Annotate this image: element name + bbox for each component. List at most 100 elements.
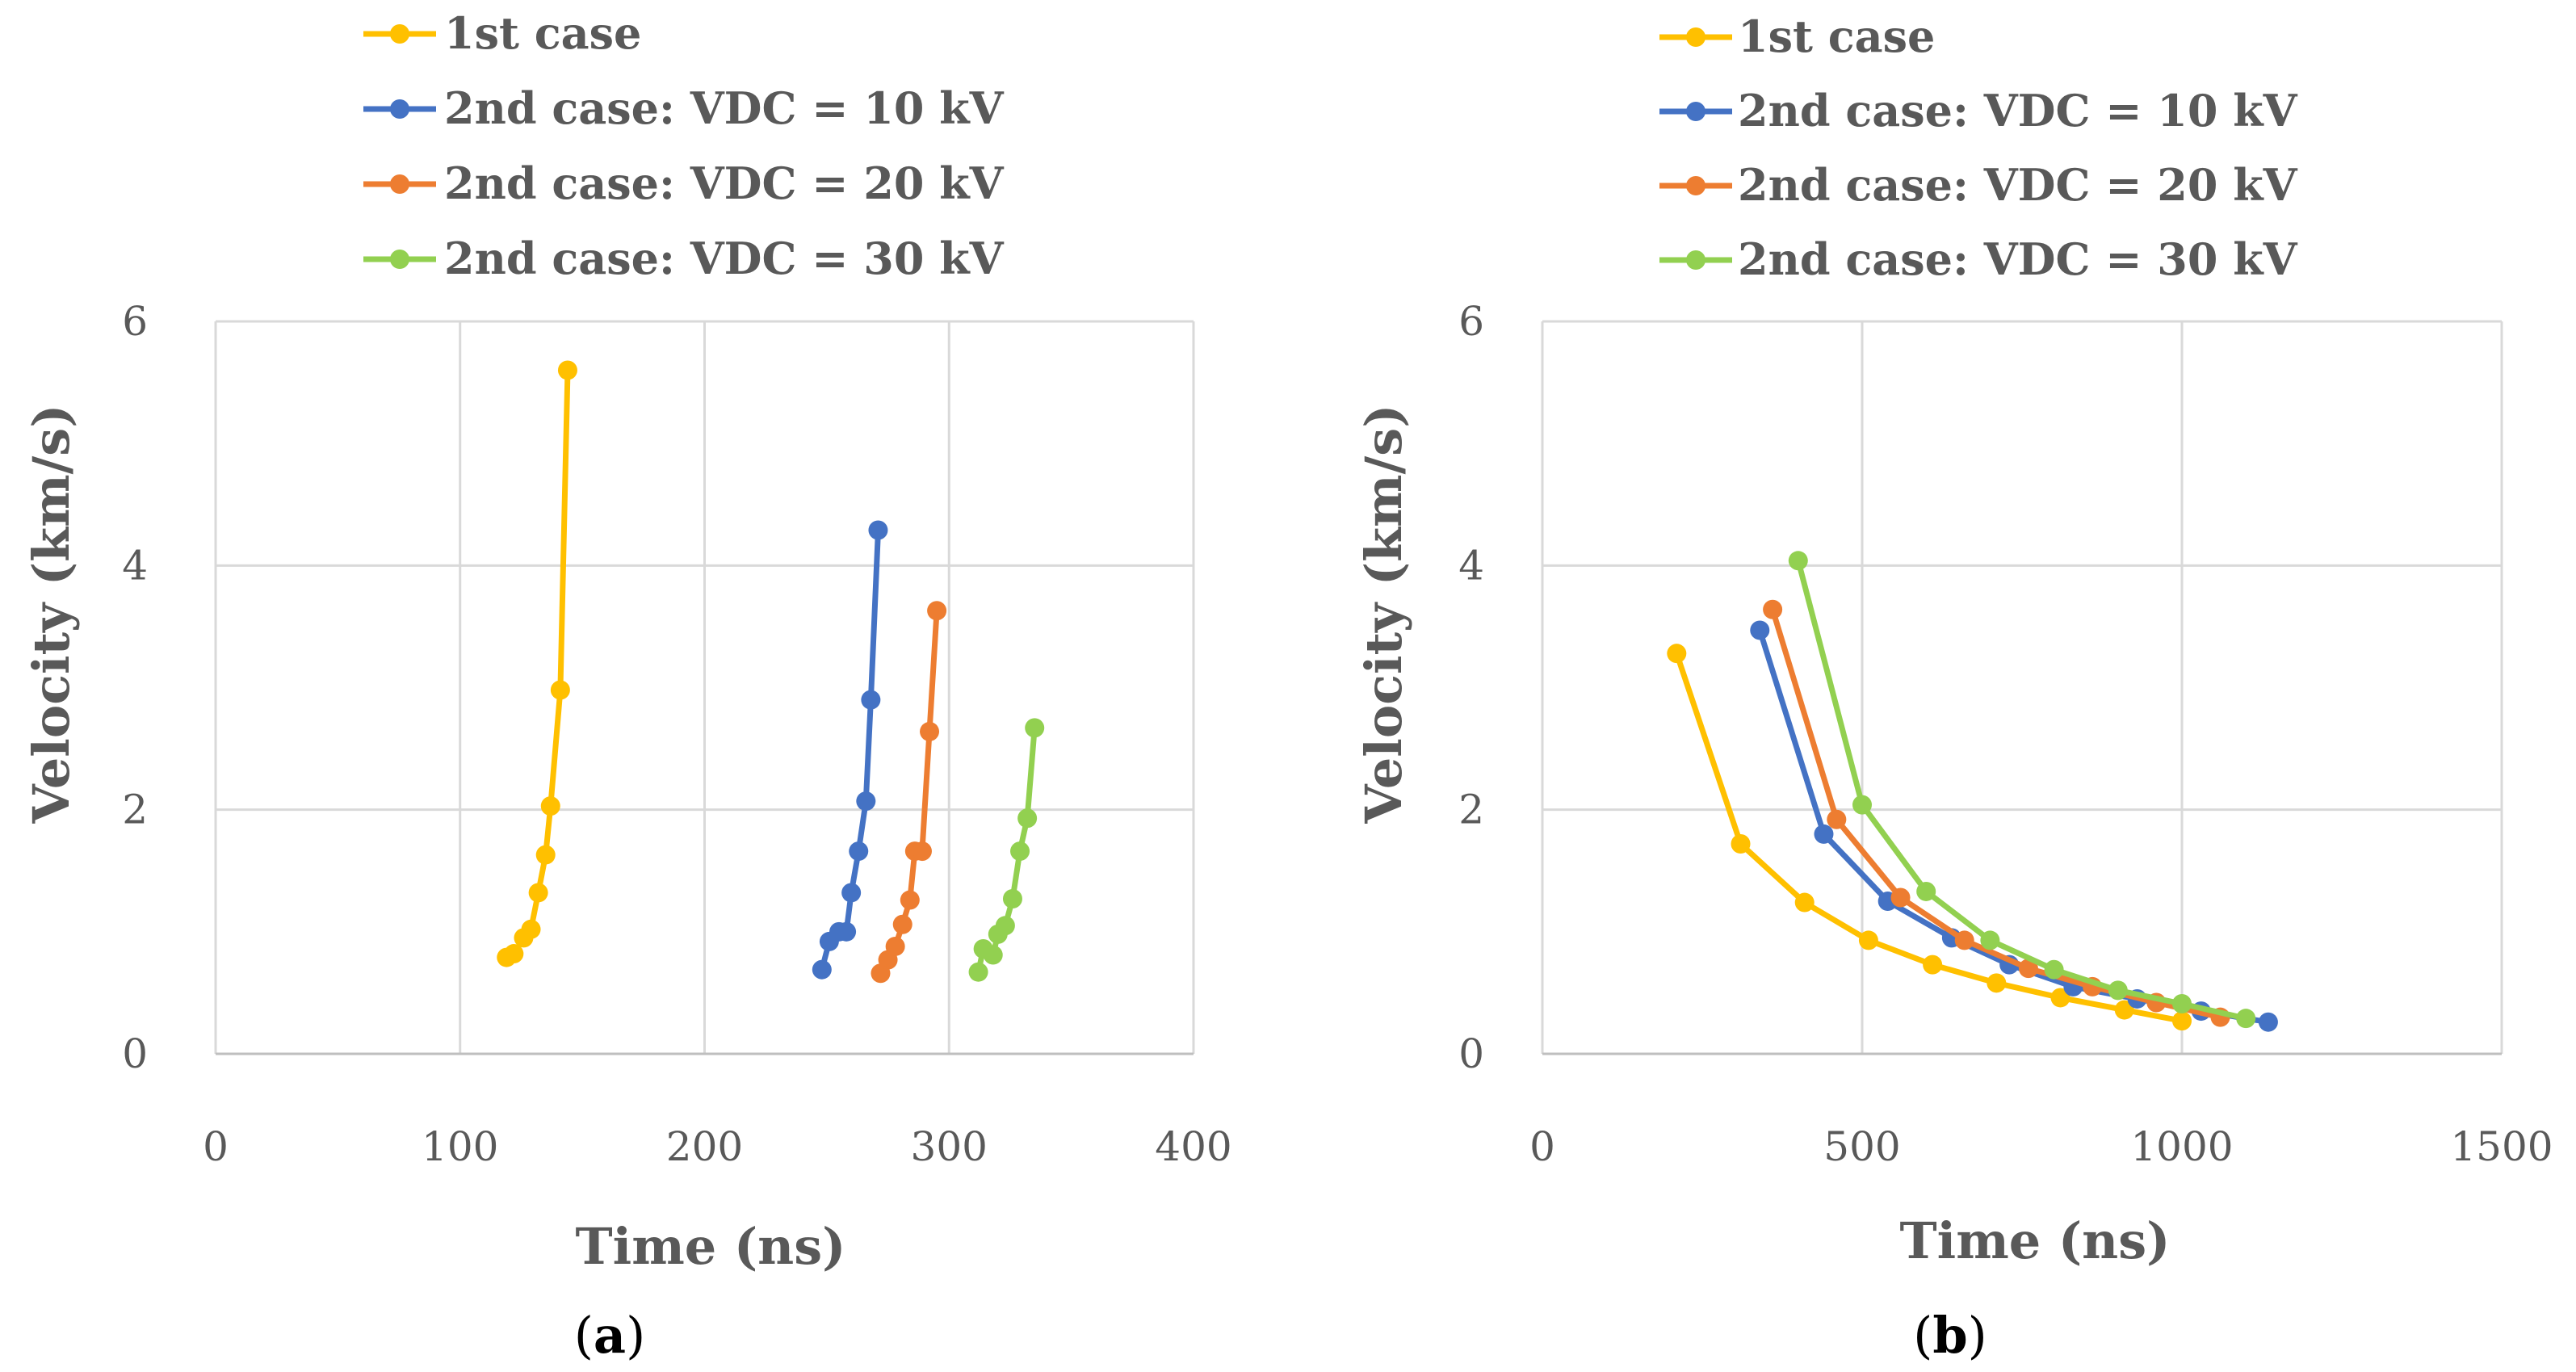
data-point bbox=[856, 791, 876, 812]
legend-entry: 2nd case: VDC = 20 kV bbox=[1659, 159, 2298, 211]
data-point bbox=[2172, 1011, 2192, 1031]
panel-caption: (a) bbox=[574, 1306, 646, 1365]
data-point bbox=[1763, 599, 1783, 619]
legend-marker bbox=[1686, 176, 1705, 195]
data-point bbox=[2050, 988, 2070, 1008]
legend-entry: 2nd case: VDC = 30 kV bbox=[1659, 233, 2298, 285]
data-point bbox=[812, 959, 832, 980]
legend-marker bbox=[390, 174, 409, 194]
x-tick-label: 0 bbox=[1529, 1123, 1555, 1170]
series-case1 bbox=[497, 360, 577, 967]
data-point bbox=[2018, 959, 2038, 979]
data-point bbox=[1010, 841, 1030, 862]
gridlines bbox=[214, 320, 1195, 1054]
data-point bbox=[2044, 959, 2064, 980]
legend-entry: 1st case bbox=[363, 7, 641, 59]
legend-marker bbox=[390, 24, 409, 44]
gridlines bbox=[1541, 320, 2503, 1054]
series-vdc20 bbox=[871, 601, 947, 984]
data-point bbox=[2258, 1012, 2278, 1032]
series-line bbox=[1769, 606, 2223, 1021]
x-tick-label: 1000 bbox=[2130, 1123, 2233, 1170]
legend-label: 1st case bbox=[1738, 10, 1935, 62]
data-point bbox=[995, 916, 1015, 936]
legend-entry: 2nd case: VDC = 20 kV bbox=[363, 157, 1005, 209]
legend-marker bbox=[390, 99, 409, 119]
data-point bbox=[868, 520, 888, 540]
data-point bbox=[1923, 955, 1943, 975]
data-point bbox=[920, 721, 940, 741]
x-tick-label: 300 bbox=[911, 1123, 988, 1170]
x-axis-title: Time (ns) bbox=[1900, 1211, 2171, 1270]
data-point bbox=[900, 890, 920, 910]
data-point bbox=[841, 883, 862, 903]
legend-label: 1st case bbox=[444, 7, 641, 59]
data-point bbox=[1794, 892, 1815, 913]
data-point bbox=[2172, 994, 2192, 1014]
data-point bbox=[1987, 973, 2007, 993]
legend-label: 2nd case: VDC = 10 kV bbox=[444, 82, 1005, 134]
data-point bbox=[892, 914, 913, 934]
series-line bbox=[503, 367, 571, 961]
data-point bbox=[1667, 644, 1687, 664]
data-point bbox=[1788, 551, 1808, 571]
y-tick-label: 2 bbox=[122, 787, 148, 833]
legend-entry: 2nd case: VDC = 10 kV bbox=[1659, 85, 2298, 136]
data-point bbox=[2108, 980, 2128, 1001]
data-point bbox=[535, 845, 556, 865]
data-point bbox=[1750, 620, 1770, 640]
x-tick-label: 100 bbox=[422, 1123, 498, 1170]
legend-label: 2nd case: VDC = 10 kV bbox=[1738, 85, 2298, 136]
x-tick-label: 1500 bbox=[2450, 1123, 2553, 1170]
legend-label: 2nd case: VDC = 30 kV bbox=[444, 233, 1005, 284]
legend-label: 2nd case: VDC = 20 kV bbox=[1738, 159, 2298, 211]
y-tick-label: 6 bbox=[122, 298, 148, 345]
data-point bbox=[521, 919, 541, 939]
data-point bbox=[1858, 930, 1878, 950]
data-point bbox=[1980, 930, 2000, 950]
data-point bbox=[1002, 889, 1022, 909]
series-vdc20 bbox=[1763, 599, 2230, 1027]
data-point bbox=[885, 936, 905, 956]
data-point bbox=[912, 841, 932, 862]
data-point bbox=[528, 883, 548, 903]
y-tick-label: 0 bbox=[1458, 1030, 1484, 1077]
x-tick-label: 500 bbox=[1823, 1123, 1900, 1170]
y-tick-label: 2 bbox=[1458, 787, 1484, 833]
legend-marker bbox=[1686, 250, 1705, 270]
y-tick-label: 4 bbox=[122, 542, 148, 589]
x-tick-label: 400 bbox=[1155, 1123, 1231, 1170]
y-axis-title: Velocity (km/s) bbox=[1354, 404, 1413, 824]
legend-marker bbox=[390, 250, 409, 269]
data-point bbox=[557, 360, 577, 380]
legend-marker bbox=[1686, 27, 1705, 47]
data-point bbox=[1025, 718, 1045, 738]
y-tick-label: 6 bbox=[1458, 298, 1484, 345]
panel-caption: (b) bbox=[1913, 1306, 1987, 1365]
data-point bbox=[1827, 809, 1847, 829]
panel-b: 0 2 4 6 0 500 1000 1500 Velocity (km/s) Time (ns)… bbox=[1354, 10, 2553, 1365]
x-axis-title: Time (ns) bbox=[576, 1217, 846, 1276]
data-point bbox=[849, 841, 869, 862]
data-point bbox=[550, 680, 570, 700]
legend-entry: 2nd case: VDC = 30 kV bbox=[363, 233, 1005, 284]
data-point bbox=[837, 921, 857, 942]
data-point bbox=[504, 944, 524, 964]
y-tick-label: 0 bbox=[122, 1030, 148, 1077]
legend-label: 2nd case: VDC = 20 kV bbox=[444, 157, 1005, 209]
data-point bbox=[983, 945, 1003, 965]
data-point bbox=[1954, 930, 1974, 950]
panel-a: 0 2 4 6 0 100 200 300 400 Velocity (km/s) Time (ns… bbox=[22, 7, 1232, 1365]
data-point bbox=[1916, 881, 1936, 901]
data-point bbox=[540, 796, 560, 816]
data-point bbox=[1017, 808, 1038, 829]
y-axis-title: Velocity (km/s) bbox=[22, 404, 81, 824]
legend-marker bbox=[1686, 102, 1705, 121]
data-point bbox=[1890, 887, 1911, 908]
data-point bbox=[2236, 1009, 2256, 1029]
data-point bbox=[2114, 1000, 2134, 1020]
series-line bbox=[1795, 557, 2249, 1022]
legend-label: 2nd case: VDC = 30 kV bbox=[1738, 233, 2298, 285]
series-vdc30 bbox=[1788, 551, 2256, 1029]
